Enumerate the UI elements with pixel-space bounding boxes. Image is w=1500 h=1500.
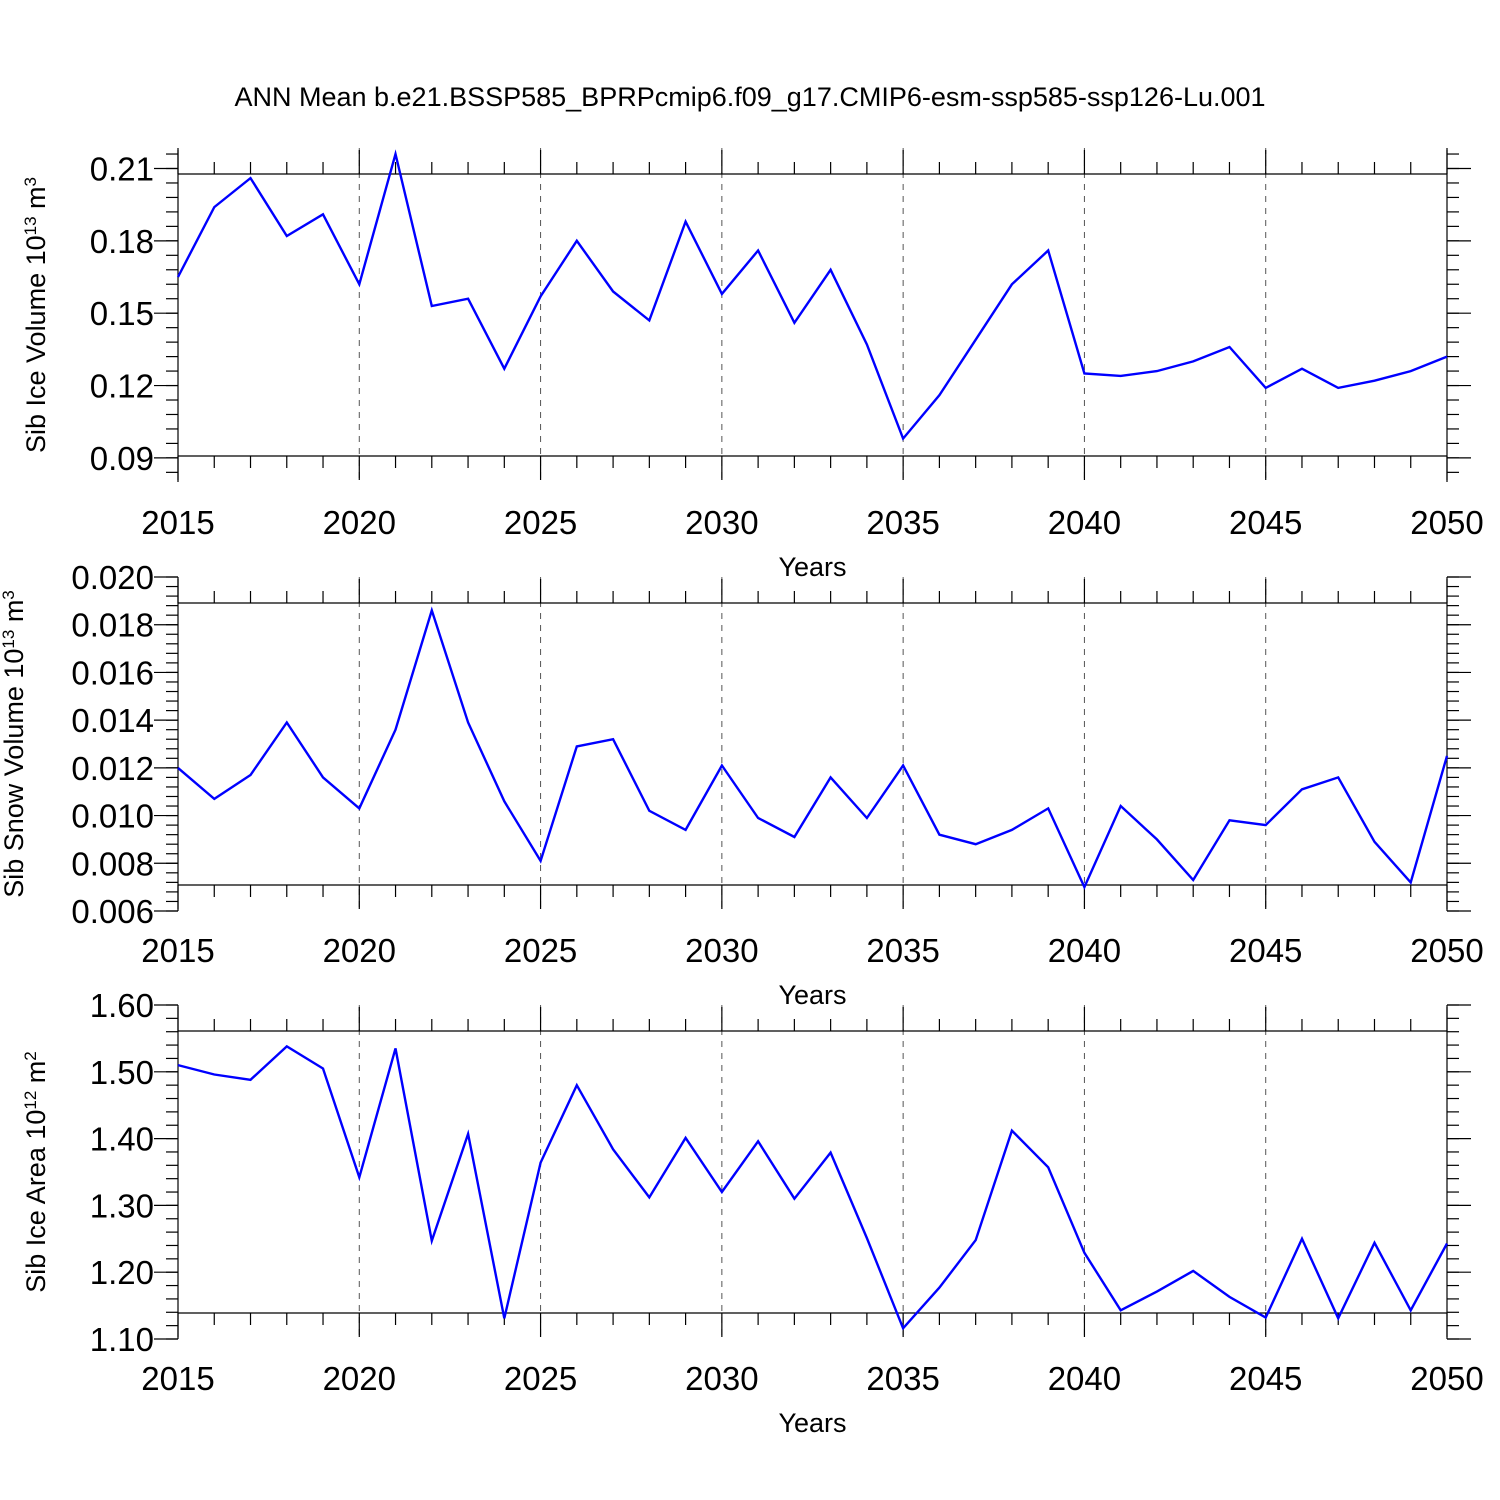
y-axis-title-superscript: 3 <box>21 177 40 186</box>
x-tick-label: 2045 <box>1229 1360 1302 1397</box>
x-axis-title: Years <box>778 552 846 582</box>
chart-ice-area: 1.10 1.20 1.30 1.40 1.50 1.60 2015 2020 2025 2030… <box>21 987 1484 1438</box>
y-axis-title-superscript: 2 <box>21 1051 40 1060</box>
y-axis-title-part: m <box>21 1061 51 1091</box>
y-tick-label: 1.60 <box>90 987 154 1024</box>
x-tick-label: 2020 <box>323 504 396 541</box>
x-tick-label: 2050 <box>1410 504 1483 541</box>
x-tick-label: 2040 <box>1048 504 1121 541</box>
x-tick-label: 2050 <box>1410 932 1483 969</box>
x-tick-label: 2045 <box>1229 932 1302 969</box>
y-tick-label: 0.008 <box>71 845 154 882</box>
y-tick-label: 0.014 <box>71 702 154 739</box>
y-tick-label: 1.10 <box>90 1321 154 1358</box>
y-tick-label: 0.020 <box>71 559 154 596</box>
y-axis-title-superscript: 3 <box>0 590 18 599</box>
y-tick-label: 0.016 <box>71 654 154 691</box>
y-axis-title-part: m <box>21 186 51 216</box>
y-axis-title: Sib Snow Volume 1013 m3 <box>0 590 29 898</box>
x-tick-label: 2030 <box>685 1360 758 1397</box>
x-tick-label: 2035 <box>866 504 939 541</box>
page-title: ANN Mean b.e21.BSSP585_BPRPcmip6.f09_g17… <box>234 82 1266 112</box>
y-axis-title-part: Sib Ice Area 10 <box>21 1110 51 1293</box>
x-tick-label: 2035 <box>866 1360 939 1397</box>
y-tick-label: 1.20 <box>90 1254 154 1291</box>
y-tick-label: 1.30 <box>90 1187 154 1224</box>
x-tick-label: 2020 <box>323 932 396 969</box>
y-tick-label: 0.21 <box>90 150 154 187</box>
x-tick-label: 2025 <box>504 1360 577 1397</box>
x-tick-label: 2015 <box>141 504 214 541</box>
x-tick-label: 2040 <box>1048 1360 1121 1397</box>
y-tick-label: 0.010 <box>71 798 154 835</box>
y-tick-label: 0.012 <box>71 750 154 787</box>
y-tick-label: 1.40 <box>90 1121 154 1158</box>
y-axis-title-superscript: 12 <box>21 1091 40 1110</box>
x-tick-label: 2030 <box>685 932 758 969</box>
chart-snow-volume: 0.006 0.008 0.010 0.012 0.014 0.016 0.018 0.020… <box>0 559 1484 1010</box>
x-tick-label: 2025 <box>504 932 577 969</box>
y-axis-title-part: m <box>0 600 29 630</box>
chart-ice-volume: 0.09 0.12 0.15 0.18 0.21 2015 2020 2025 2030 2035… <box>21 148 1484 582</box>
y-axis-title: Sib Ice Area 1012 m2 <box>21 1051 52 1293</box>
y-axis-title: Sib Ice Volume 1013 m3 <box>21 177 52 453</box>
x-tick-label: 2040 <box>1048 932 1121 969</box>
y-tick-label: 0.006 <box>71 893 154 930</box>
x-tick-label: 2050 <box>1410 1360 1483 1397</box>
y-tick-label: 0.15 <box>90 295 154 332</box>
y-axis-title-part: Sib Ice Volume 10 <box>21 235 51 453</box>
x-tick-label: 2035 <box>866 932 939 969</box>
y-tick-label: 0.12 <box>90 368 154 405</box>
y-tick-label: 1.50 <box>90 1054 154 1091</box>
series-line <box>176 149 1448 441</box>
y-axis-title-superscript: 13 <box>21 216 40 235</box>
x-tick-label: 2020 <box>323 1360 396 1397</box>
y-axis-title-superscript: 13 <box>0 630 18 649</box>
x-tick-label: 2045 <box>1229 504 1302 541</box>
x-tick-label: 2015 <box>141 932 214 969</box>
x-tick-label: 2030 <box>685 504 758 541</box>
series-line <box>177 1044 1449 1331</box>
y-tick-label: 0.09 <box>90 440 154 477</box>
x-tick-label: 2015 <box>141 1360 214 1397</box>
x-tick-label: 2025 <box>504 504 577 541</box>
y-tick-label: 0.18 <box>90 223 154 260</box>
y-tick-label: 0.018 <box>71 607 154 644</box>
x-axis-title: Years <box>778 1408 846 1438</box>
x-axis-title: Years <box>778 980 846 1010</box>
series-line <box>177 606 1449 891</box>
y-axis-title-part: Sib Snow Volume 10 <box>0 649 29 898</box>
